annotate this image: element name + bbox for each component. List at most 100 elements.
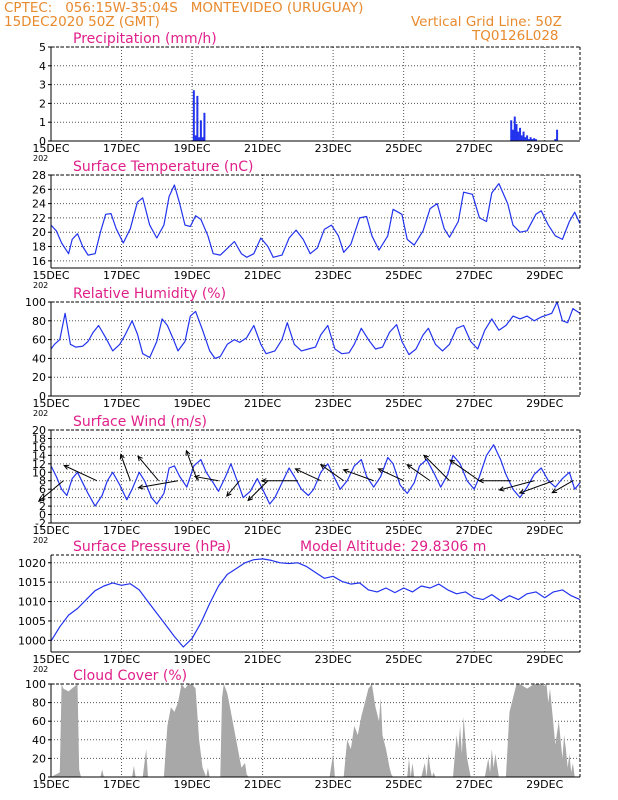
wind-vector bbox=[120, 454, 131, 481]
y-tick-label: 24 bbox=[32, 198, 46, 211]
wind-vector-head bbox=[247, 495, 253, 502]
panel-title: Precipitation (mm/h) bbox=[73, 31, 217, 47]
x-tick-label: 23DEC bbox=[315, 524, 352, 537]
x-tick-label: 25DEC bbox=[385, 397, 422, 410]
precip-bar bbox=[554, 139, 557, 141]
y-tick-label: 40 bbox=[32, 352, 46, 365]
panel-title: Surface Wind (m/s) bbox=[73, 414, 207, 430]
x-tick-label: 19DEC bbox=[174, 397, 211, 410]
x-tick-label: 15DEC bbox=[32, 778, 69, 791]
wind-vector bbox=[137, 455, 159, 482]
wind-vector bbox=[499, 480, 535, 491]
x-tick-label: 19DEC bbox=[174, 524, 211, 537]
panel-annotation: Model Altitude: 29.8306 m bbox=[300, 539, 486, 555]
precip-bar bbox=[529, 137, 532, 141]
precip-bar bbox=[522, 131, 525, 141]
y-tick-label: 20 bbox=[32, 752, 46, 765]
precip-bar bbox=[519, 127, 522, 141]
x-tick-label: 17DEC bbox=[103, 269, 140, 282]
precip-bar bbox=[533, 138, 536, 141]
x-tick-label: 17DEC bbox=[103, 397, 140, 410]
precip-bar bbox=[203, 112, 206, 141]
y-tick-label: 1015 bbox=[18, 576, 46, 589]
wind-vector bbox=[343, 469, 374, 482]
x-tick-label: 21DEC bbox=[244, 778, 281, 791]
precip-bar bbox=[526, 135, 529, 141]
wind-vector bbox=[551, 480, 574, 494]
precip-bar bbox=[201, 137, 204, 141]
header-grid-note: Vertical Grid Line: 50Z bbox=[411, 14, 562, 30]
x-tick-label: 21DEC bbox=[244, 142, 281, 155]
wind-vector bbox=[449, 459, 480, 482]
x-tick-label: 27DEC bbox=[456, 142, 493, 155]
precip-bar bbox=[192, 90, 195, 141]
wind-vector bbox=[247, 480, 269, 501]
wind-vector-head bbox=[478, 478, 484, 484]
wind-vector bbox=[378, 468, 404, 482]
x-tick-year-fragment: 202 bbox=[33, 154, 48, 163]
x-tick-label: 21DEC bbox=[244, 524, 281, 537]
x-tick-label: 23DEC bbox=[315, 653, 352, 666]
y-tick-label: 3 bbox=[39, 79, 46, 92]
precip-bar bbox=[511, 129, 514, 141]
panel-title: Surface Pressure (hPa) bbox=[73, 539, 231, 555]
x-tick-label: 21DEC bbox=[244, 269, 281, 282]
wind-vector-head bbox=[406, 464, 413, 470]
y-tick-label: 60 bbox=[32, 715, 46, 728]
wind-vector-head bbox=[119, 453, 125, 460]
x-tick-label: 27DEC bbox=[456, 653, 493, 666]
x-tick-label: 19DEC bbox=[174, 142, 211, 155]
wind-vector-head bbox=[342, 468, 349, 474]
precip-bar bbox=[556, 129, 559, 141]
x-tick-label: 25DEC bbox=[385, 142, 422, 155]
series-line bbox=[50, 183, 581, 258]
y-tick-label: 4 bbox=[39, 60, 46, 73]
x-tick-label: 21DEC bbox=[244, 397, 281, 410]
y-tick-label: 2 bbox=[39, 97, 46, 110]
y-tick-label: 10 bbox=[32, 466, 46, 479]
x-tick-year-fragment: 202 bbox=[33, 665, 48, 674]
y-tick-label: 1 bbox=[39, 116, 46, 129]
y-tick-label: 80 bbox=[32, 697, 46, 710]
wind-vector bbox=[406, 464, 431, 482]
header-station: CPTEC: 056:15W-35:04S MONTEVIDEO (URUGUA… bbox=[4, 0, 364, 16]
precip-bar bbox=[527, 139, 530, 141]
series-line bbox=[50, 444, 581, 507]
y-tick-label: 100 bbox=[25, 678, 46, 691]
wind-vector-head bbox=[193, 474, 200, 480]
y-tick-label: 26 bbox=[32, 183, 46, 196]
y-tick-label: 0 bbox=[39, 771, 46, 784]
y-tick-label: 60 bbox=[32, 334, 46, 347]
y-tick-label: 0 bbox=[39, 135, 46, 148]
y-tick-label: 28 bbox=[32, 169, 46, 182]
y-tick-label: 8 bbox=[39, 475, 46, 488]
wind-vector bbox=[519, 480, 554, 494]
wind-vector-head bbox=[498, 486, 505, 492]
wind-vector bbox=[423, 454, 450, 482]
x-tick-label: 25DEC bbox=[385, 524, 422, 537]
x-tick-label: 19DEC bbox=[174, 778, 211, 791]
x-tick-label: 29DEC bbox=[526, 524, 563, 537]
x-tick-label: 23DEC bbox=[315, 397, 352, 410]
x-tick-year-fragment: 202 bbox=[33, 536, 48, 545]
y-tick-label: 1000 bbox=[18, 634, 46, 647]
wind-vector-head bbox=[377, 468, 384, 474]
wind-vector-head bbox=[226, 491, 232, 497]
x-tick-label: 27DEC bbox=[456, 778, 493, 791]
precip-bar bbox=[194, 135, 197, 141]
wind-vector-head bbox=[294, 468, 301, 474]
wind-vector bbox=[320, 464, 345, 482]
wind-vector-head bbox=[185, 449, 191, 456]
precip-bar bbox=[513, 116, 516, 141]
wind-vector bbox=[226, 480, 241, 497]
x-tick-label: 15DEC bbox=[32, 524, 69, 537]
y-tick-label: 100 bbox=[25, 296, 46, 309]
x-tick-label: 23DEC bbox=[315, 778, 352, 791]
wind-vector-head bbox=[423, 454, 429, 461]
wind-vector-head bbox=[518, 489, 525, 494]
x-tick-label: 21DEC bbox=[244, 653, 281, 666]
x-tick-label: 15DEC bbox=[32, 653, 69, 666]
wind-vector-head bbox=[137, 484, 144, 490]
wind-vector bbox=[295, 468, 322, 482]
precip-bar bbox=[534, 139, 537, 141]
